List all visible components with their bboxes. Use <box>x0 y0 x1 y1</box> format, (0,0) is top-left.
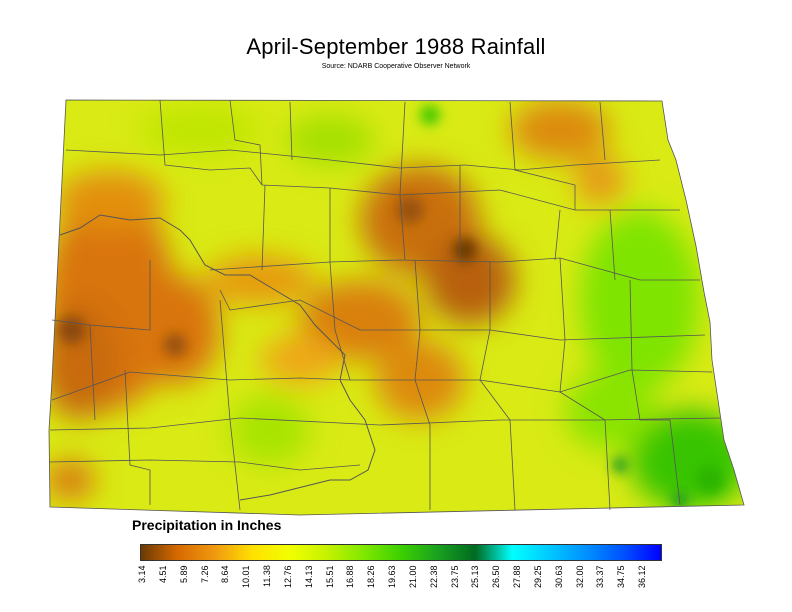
legend-tick-label: 10.01 <box>241 565 252 588</box>
legend-tick-label: 27.88 <box>512 565 522 588</box>
legend-tick-label: 26.50 <box>491 565 502 588</box>
legend-tick-label: 3.14 <box>137 565 147 583</box>
legend-tick-label: 11.38 <box>262 565 272 587</box>
legend-tick-label: 23.75 <box>449 565 460 588</box>
legend-tick-label: 33.37 <box>595 565 606 588</box>
legend-tick-label: 7.26 <box>199 565 210 583</box>
legend-tick-label: 4.51 <box>157 565 168 583</box>
legend-tick-label: 12.76 <box>282 565 293 588</box>
legend-color-bar <box>140 544 662 561</box>
legend-tick-label: 29.25 <box>532 565 543 588</box>
legend-tick-label: 36.12 <box>637 565 647 588</box>
map-source: Source: NDARB Cooperative Observer Netwo… <box>321 63 471 70</box>
legend-tick-label: 18.26 <box>366 565 377 588</box>
legend-tick-label: 22.38 <box>428 565 439 588</box>
legend-tick-label: 14.13 <box>303 565 314 588</box>
legend-title: Precipitation in Inches <box>132 517 282 533</box>
legend-tick-label: 8.64 <box>220 565 231 583</box>
legend-tick-label: 34.75 <box>616 565 627 588</box>
county-boundaries <box>48 99 745 516</box>
map-title: April-September 1988 Rainfall <box>246 34 546 59</box>
legend-tick-label: 5.89 <box>178 565 189 583</box>
legend-tick-label: 25.13 <box>470 565 481 588</box>
state-raster <box>49 100 744 515</box>
legend-tick-label: 21.00 <box>407 565 418 588</box>
legend-tick-label: 16.88 <box>345 565 356 588</box>
legend-tick-label: 19.63 <box>387 565 397 588</box>
legend-tick-label: 15.51 <box>324 565 335 588</box>
legend-tick-label: 30.63 <box>553 565 564 588</box>
legend-tick-label: 32.00 <box>574 565 585 588</box>
